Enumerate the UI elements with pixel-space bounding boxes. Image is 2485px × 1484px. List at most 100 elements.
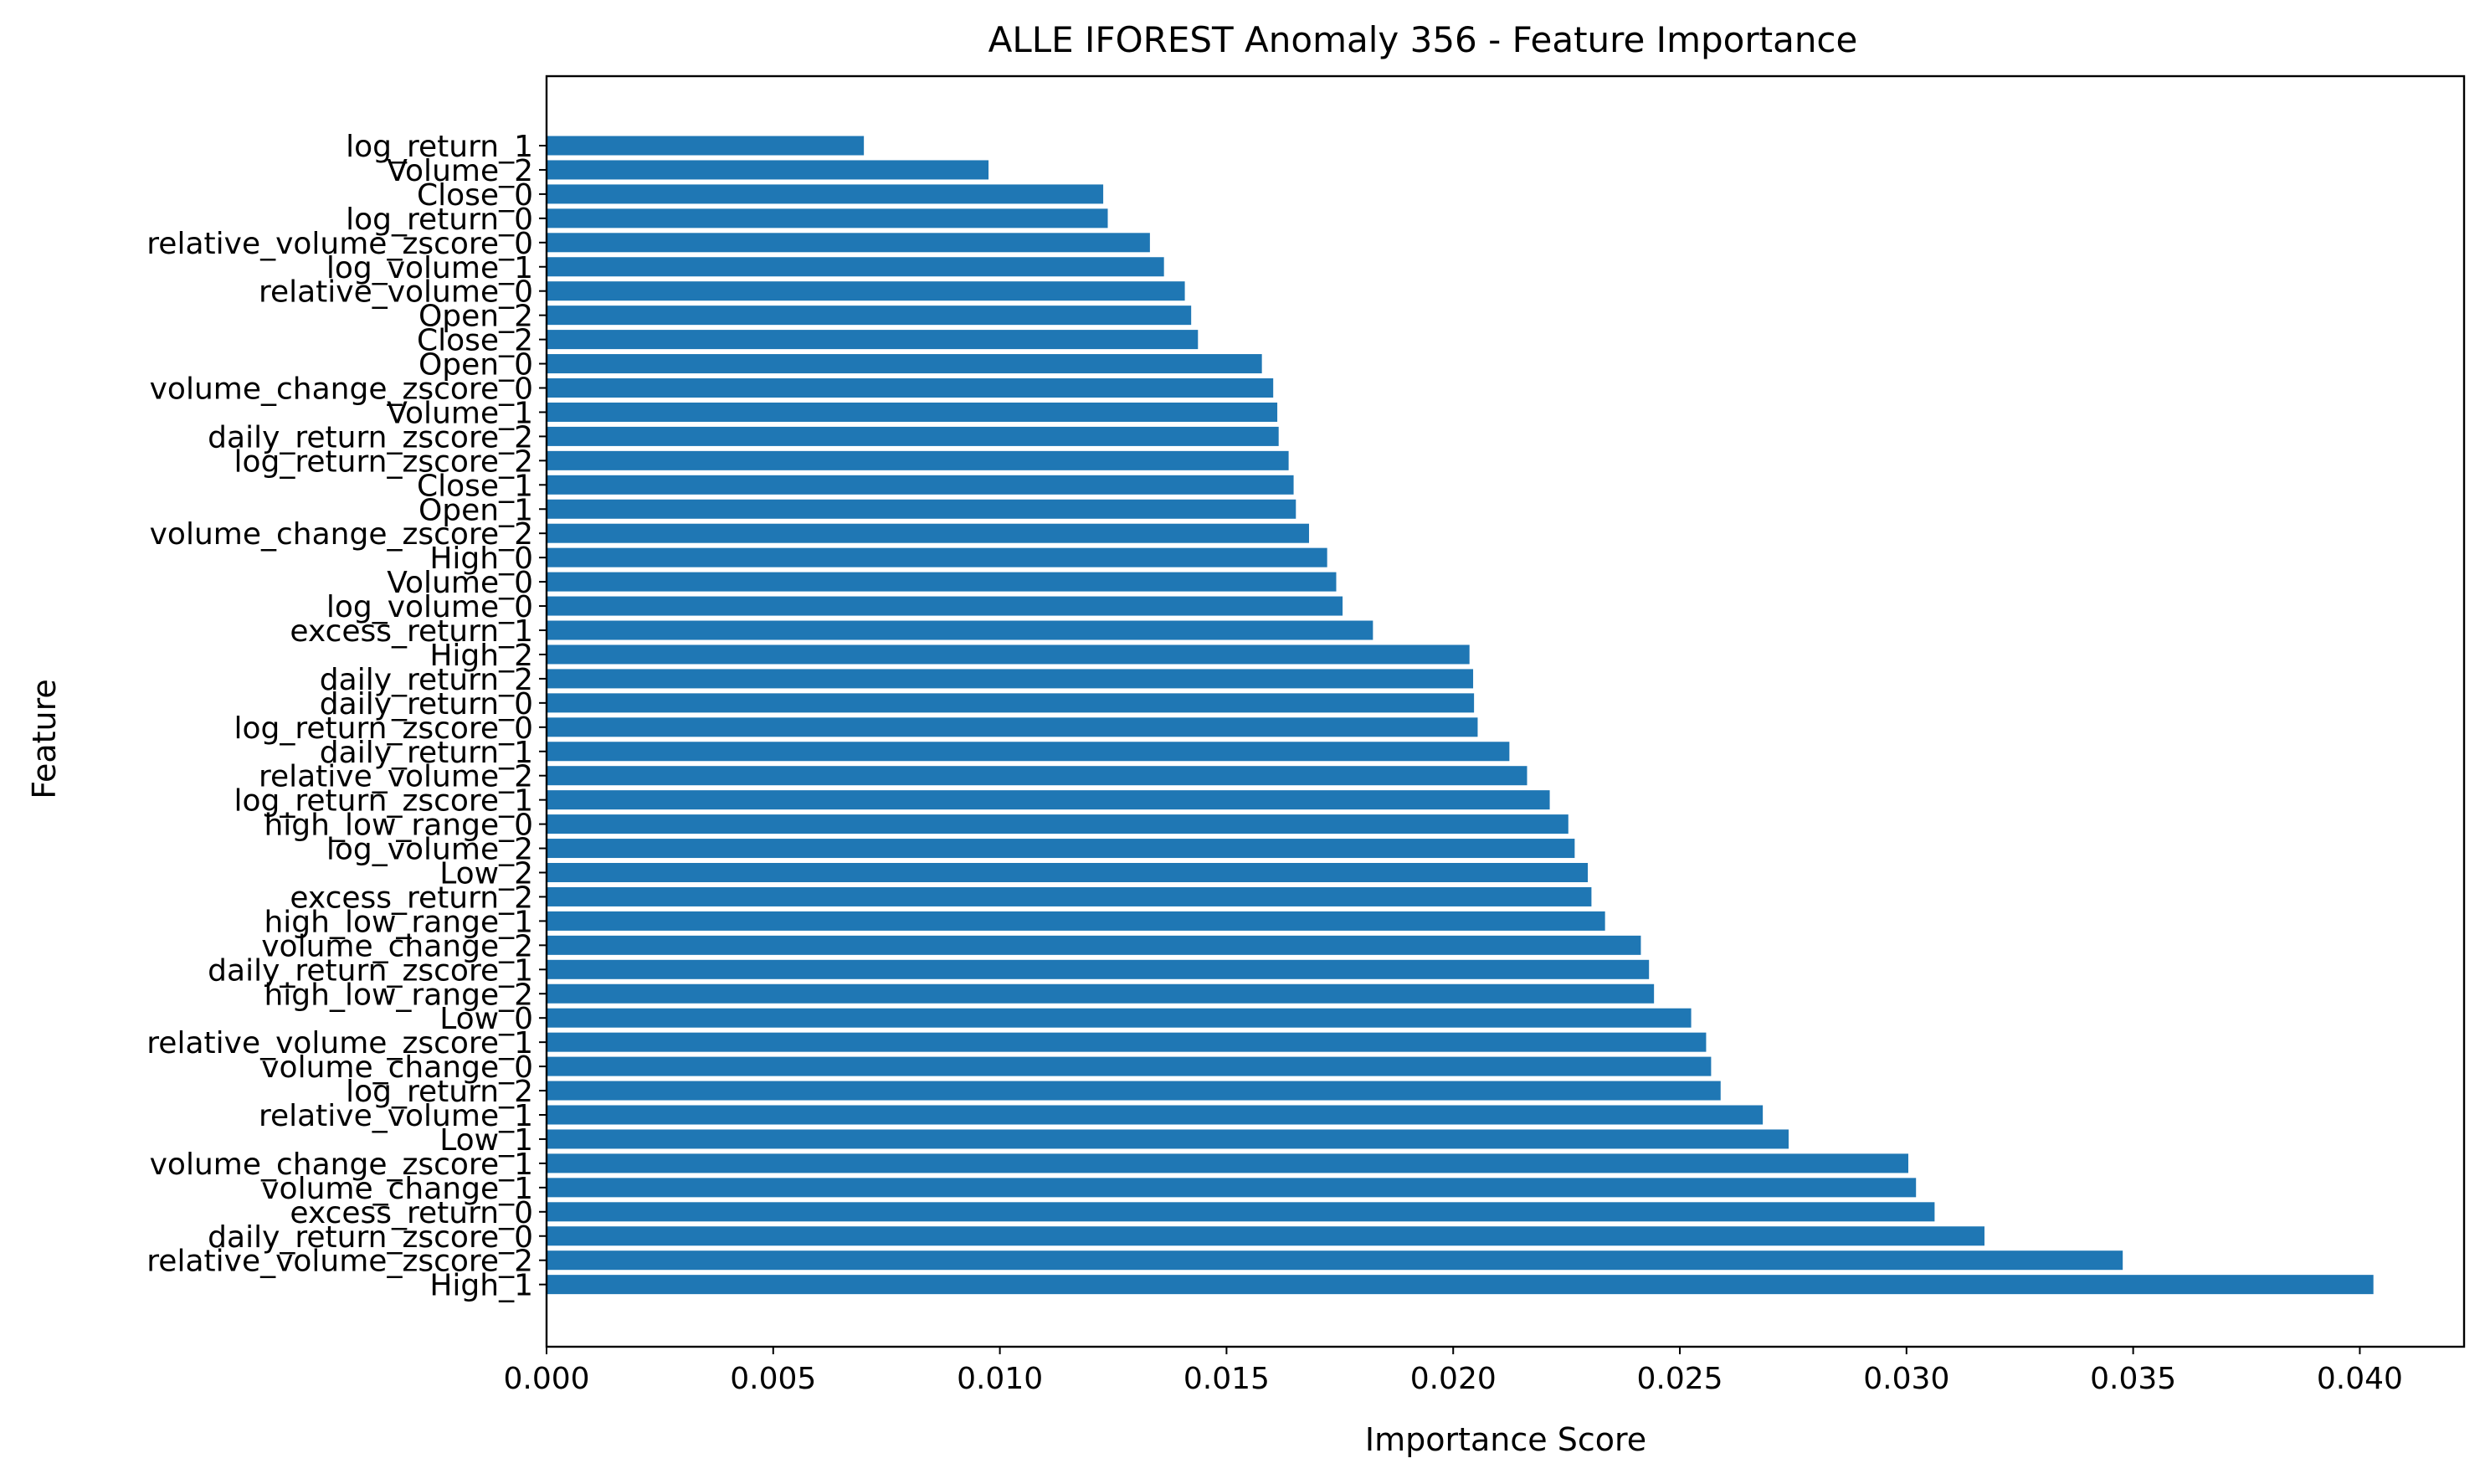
y-tick-label: high_low_range_1 bbox=[264, 905, 533, 939]
y-tick-label: volume_change_zscore_1 bbox=[150, 1148, 533, 1182]
bar-high_low_range_0 bbox=[547, 814, 1569, 834]
bar-log_volume_0 bbox=[547, 596, 1343, 616]
bar-relative_volume_2 bbox=[547, 766, 1527, 786]
bar-log_return_zscore_2 bbox=[547, 450, 1289, 470]
y-tick-label: relative_volume_1 bbox=[259, 1099, 533, 1133]
y-tick-label: Close_2 bbox=[417, 324, 533, 358]
y-tick-label: daily_return_zscore_1 bbox=[208, 953, 533, 988]
bar-log_volume_2 bbox=[547, 839, 1575, 859]
y-tick-label: Open_0 bbox=[418, 348, 533, 383]
y-tick-label: Low_2 bbox=[439, 857, 533, 891]
bar-Volume_0 bbox=[547, 572, 1337, 592]
bar-log_return_0 bbox=[547, 208, 1108, 229]
y-tick-label: daily_return_zscore_2 bbox=[208, 420, 533, 454]
bar-relative_volume_zscore_2 bbox=[547, 1250, 2123, 1271]
x-tick-label: 0.035 bbox=[2090, 1362, 2176, 1396]
y-tick-label: volume_change_zscore_0 bbox=[150, 372, 533, 407]
y-tick-label: high_low_range_0 bbox=[264, 809, 533, 843]
bar-log_return_zscore_1 bbox=[547, 790, 1550, 810]
y-tick-label: daily_return_zscore_0 bbox=[208, 1220, 533, 1255]
y-tick-label: relative_volume_2 bbox=[259, 760, 533, 794]
bar-daily_return_0 bbox=[547, 693, 1475, 713]
y-tick-label: log_return_zscore_1 bbox=[234, 784, 534, 819]
y-tick-label: Open_1 bbox=[418, 493, 533, 527]
x-tick-label: 0.025 bbox=[1636, 1362, 1723, 1396]
y-ticks-layer: log_return_1Volume_2Close_0log_return_0r… bbox=[146, 130, 547, 1303]
bar-daily_return_2 bbox=[547, 669, 1474, 689]
bar-Close_2 bbox=[547, 330, 1199, 350]
bar-log_volume_1 bbox=[547, 257, 1164, 277]
y-tick-label: Volume_1 bbox=[387, 396, 533, 430]
y-tick-label: Volume_2 bbox=[387, 154, 533, 188]
x-tick-label: 0.020 bbox=[1410, 1362, 1497, 1396]
y-tick-label: volume_change_2 bbox=[261, 929, 533, 963]
bar-log_return_1 bbox=[547, 136, 865, 156]
bar-daily_return_zscore_2 bbox=[547, 426, 1279, 446]
y-tick-label: excess_return_2 bbox=[290, 881, 533, 915]
y-tick-label: log_volume_0 bbox=[326, 590, 533, 624]
bar-Open_2 bbox=[547, 306, 1192, 326]
x-tick-label: 0.010 bbox=[957, 1362, 1043, 1396]
x-tick-label: 0.015 bbox=[1183, 1362, 1270, 1396]
bar-Low_1 bbox=[547, 1129, 1789, 1149]
y-tick-label: Low_1 bbox=[439, 1123, 533, 1158]
y-tick-label: volume_change_zscore_2 bbox=[150, 517, 533, 552]
y-tick-label: High_0 bbox=[429, 542, 533, 576]
y-tick-label: Close_0 bbox=[417, 178, 533, 213]
y-tick-label: excess_return_0 bbox=[290, 1196, 533, 1230]
y-tick-label: relative_volume_zscore_2 bbox=[146, 1245, 533, 1279]
y-tick-label: log_volume_1 bbox=[326, 251, 533, 285]
bar-log_return_zscore_0 bbox=[547, 717, 1478, 737]
y-tick-label: Low_0 bbox=[439, 1002, 533, 1036]
x-tick-label: 0.000 bbox=[503, 1362, 589, 1396]
chart-title: ALLE IFOREST Anomaly 356 - Feature Impor… bbox=[988, 19, 1858, 60]
y-tick-label: log_return_zscore_2 bbox=[234, 444, 534, 479]
x-tick-label: 0.005 bbox=[730, 1362, 816, 1396]
bar-Low_0 bbox=[547, 1008, 1692, 1028]
y-tick-label: log_return_0 bbox=[346, 203, 533, 237]
y-tick-label: daily_return_0 bbox=[320, 687, 533, 721]
bar-daily_return_1 bbox=[547, 742, 1510, 762]
y-tick-label: daily_return_1 bbox=[320, 736, 533, 770]
y-axis-label: Feature bbox=[26, 679, 63, 799]
bar-volume_change_zscore_2 bbox=[547, 523, 1309, 543]
bar-Volume_2 bbox=[547, 160, 989, 180]
x-tick-label: 0.040 bbox=[2317, 1362, 2403, 1396]
bar-relative_volume_zscore_0 bbox=[547, 233, 1150, 253]
bar-relative_volume_0 bbox=[547, 281, 1185, 301]
y-tick-label: log_return_2 bbox=[346, 1075, 533, 1109]
bar-Open_0 bbox=[547, 354, 1262, 374]
y-tick-label: excess_return_1 bbox=[290, 614, 533, 649]
y-tick-label: Open_2 bbox=[418, 300, 533, 334]
y-tick-label: relative_volume_0 bbox=[259, 275, 533, 310]
bar-Close_1 bbox=[547, 475, 1294, 495]
y-tick-label: volume_change_0 bbox=[261, 1050, 533, 1085]
bar-volume_change_1 bbox=[547, 1178, 1917, 1198]
bar-relative_volume_1 bbox=[547, 1105, 1764, 1125]
bar-Volume_1 bbox=[547, 402, 1278, 422]
y-tick-label: log_volume_2 bbox=[326, 833, 533, 867]
bar-relative_volume_zscore_1 bbox=[547, 1032, 1707, 1052]
y-tick-label: relative_volume_zscore_0 bbox=[146, 227, 533, 261]
y-tick-label: Volume_0 bbox=[387, 566, 533, 600]
bar-Open_1 bbox=[547, 499, 1296, 519]
plot-frame bbox=[545, 74, 2466, 1348]
y-tick-label: log_return_1 bbox=[346, 130, 533, 164]
bar-volume_change_zscore_0 bbox=[547, 378, 1274, 398]
bars-layer bbox=[547, 136, 2374, 1295]
bar-high_low_range_2 bbox=[547, 983, 1655, 1004]
bar-excess_return_1 bbox=[547, 620, 1373, 640]
y-tick-label: relative_volume_zscore_1 bbox=[146, 1026, 533, 1060]
bar-volume_change_zscore_1 bbox=[547, 1153, 1908, 1173]
bar-high_low_range_1 bbox=[547, 911, 1605, 931]
y-tick-label: volume_change_1 bbox=[261, 1172, 533, 1206]
y-tick-label: high_low_range_2 bbox=[264, 978, 533, 1012]
bar-excess_return_2 bbox=[547, 886, 1592, 906]
bar-High_1 bbox=[547, 1275, 2374, 1295]
y-tick-label: log_return_zscore_0 bbox=[234, 711, 534, 746]
x-ticks-layer: 0.000 0.005 0.010 0.015 0.020 0.025 0.030 0.035… bbox=[503, 1347, 2403, 1396]
bar-volume_change_0 bbox=[547, 1056, 1712, 1076]
x-axis-label: Importance Score bbox=[1365, 1421, 1646, 1458]
